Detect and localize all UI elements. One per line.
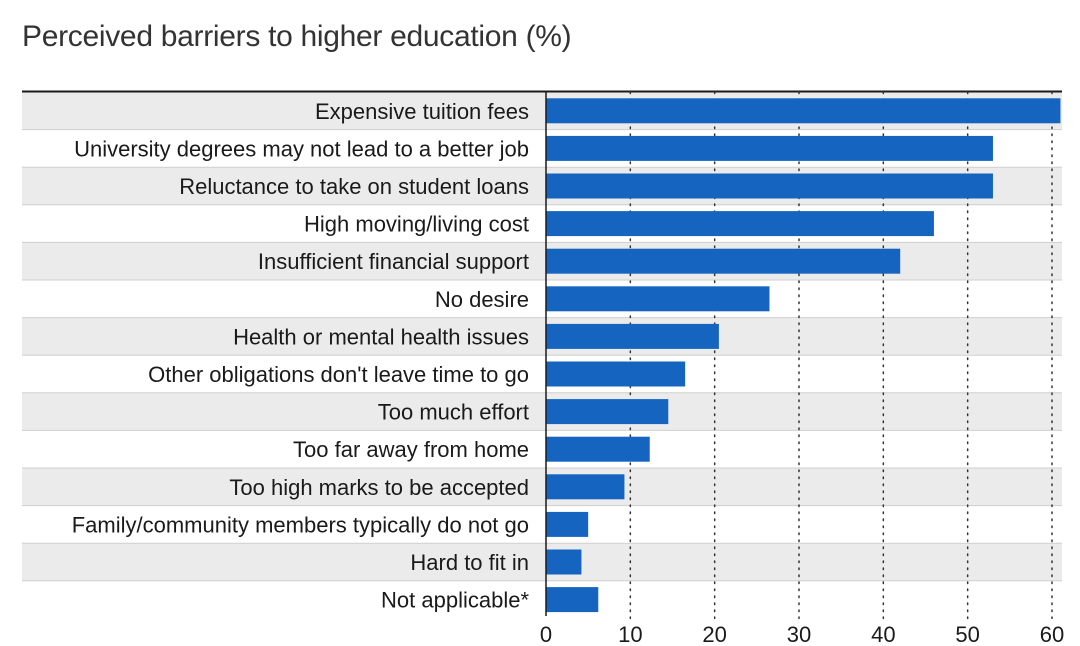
category-label: Too far away from home bbox=[293, 437, 529, 462]
bar bbox=[546, 511, 589, 537]
bar bbox=[546, 286, 770, 312]
category-label: Expensive tuition fees bbox=[315, 99, 529, 124]
bar bbox=[546, 474, 625, 500]
row-bands bbox=[22, 92, 1062, 581]
bar bbox=[546, 549, 582, 575]
bar bbox=[546, 436, 650, 462]
category-label: No desire bbox=[435, 287, 529, 312]
category-label: Family/community members typically do no… bbox=[72, 512, 529, 537]
row-band bbox=[22, 242, 1062, 280]
category-label: Not applicable* bbox=[381, 588, 529, 613]
x-tick-label: 40 bbox=[871, 622, 895, 646]
chart-title: Perceived barriers to higher education (… bbox=[22, 20, 572, 53]
bar bbox=[546, 361, 686, 387]
category-label: Insufficient financial support bbox=[258, 249, 529, 274]
category-label: Reluctance to take on student loans bbox=[179, 174, 529, 199]
x-tick-label: 10 bbox=[618, 622, 642, 646]
x-tick-label: 60 bbox=[1040, 622, 1064, 646]
x-tick-label: 20 bbox=[702, 622, 726, 646]
category-label: Hard to fit in bbox=[410, 550, 529, 575]
bar bbox=[546, 211, 934, 237]
bar bbox=[546, 323, 719, 349]
category-label: Other obligations don't leave time to go bbox=[148, 362, 529, 387]
x-tick-label: 30 bbox=[787, 622, 811, 646]
row-band bbox=[22, 392, 1062, 431]
category-label: Health or mental health issues bbox=[233, 324, 529, 349]
row-band bbox=[22, 468, 1062, 506]
x-tick-label: 0 bbox=[540, 622, 552, 646]
bar bbox=[546, 173, 993, 199]
bars bbox=[546, 98, 1061, 613]
category-label: University degrees may not lead to a bet… bbox=[74, 136, 529, 161]
row-band bbox=[22, 543, 1062, 581]
category-label: Too much effort bbox=[378, 400, 529, 425]
x-tick-label: 50 bbox=[955, 622, 979, 646]
category-label: High moving/living cost bbox=[304, 212, 529, 237]
bar bbox=[546, 399, 669, 425]
bar bbox=[546, 248, 901, 274]
row-separators bbox=[22, 129, 1062, 582]
x-tick-labels: 0 10 20 30 40 50 60 bbox=[540, 622, 1064, 646]
bar bbox=[546, 98, 1061, 124]
category-label: Too high marks to be accepted bbox=[229, 475, 529, 500]
bar bbox=[546, 135, 993, 161]
bar bbox=[546, 587, 599, 613]
row-band bbox=[22, 317, 1062, 356]
category-labels: Expensive tuition fees University degrees… bbox=[72, 99, 530, 613]
